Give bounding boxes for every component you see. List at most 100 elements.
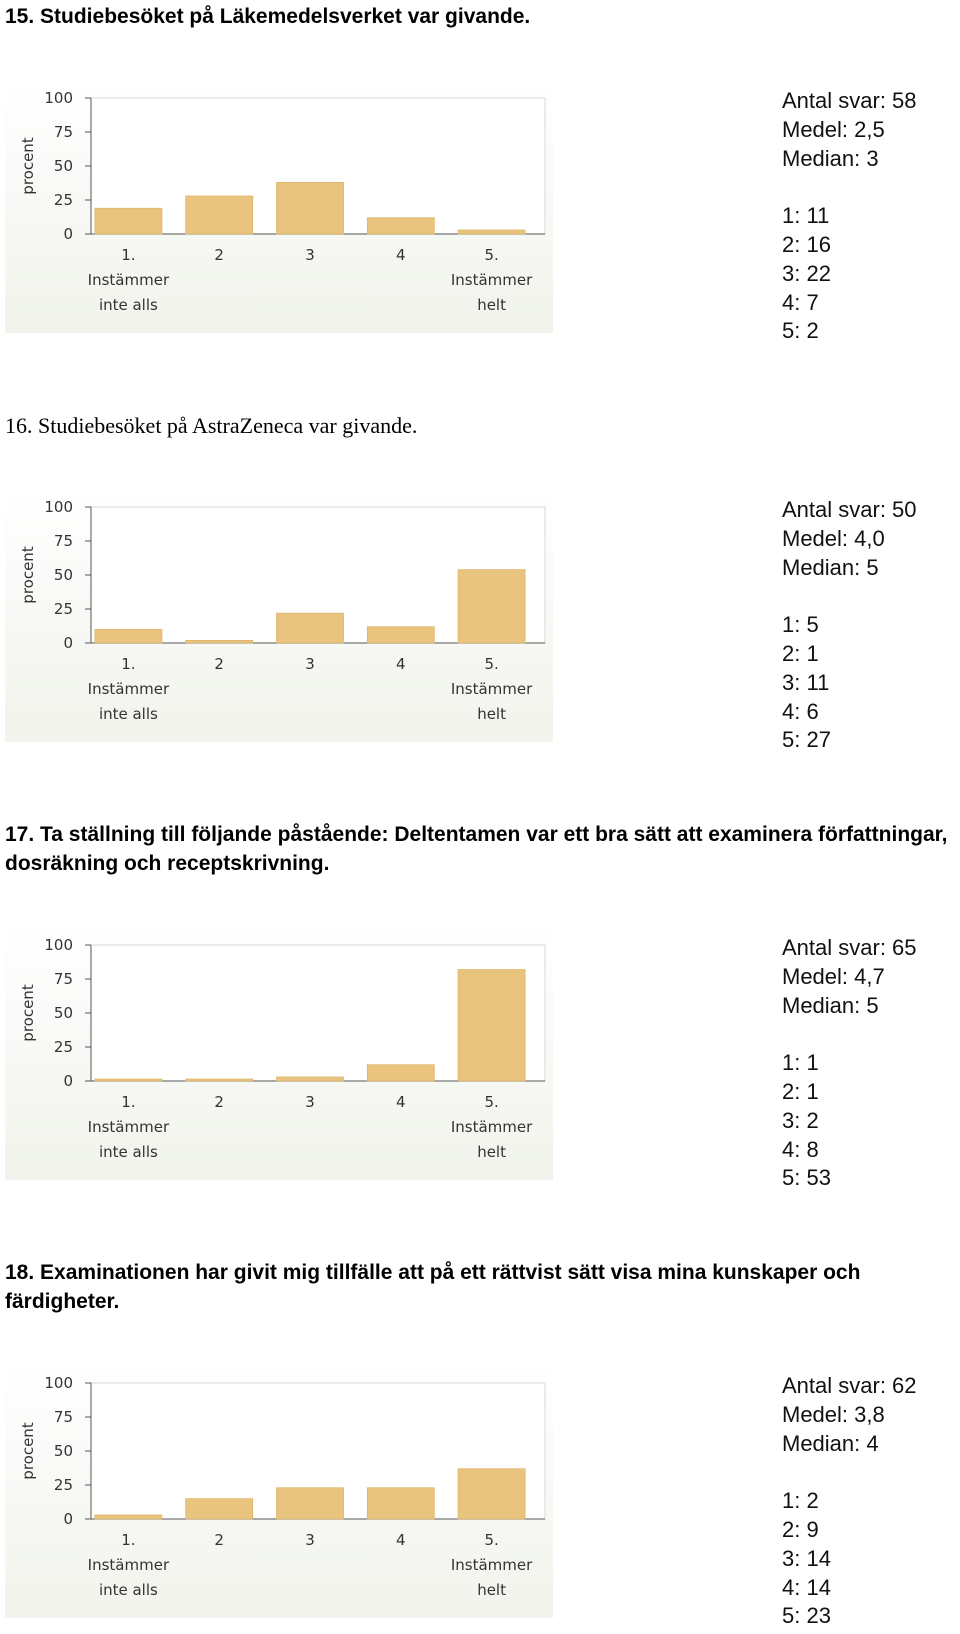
y-tick-label: 25 <box>54 191 73 209</box>
result-row: procent 0 25 50 75 100 1. Instämmer inte alls 2 3 4… <box>5 1362 955 1628</box>
question-heading: 15. Studiebesöket på Läkemedelsverket va… <box>5 5 531 28</box>
x-tick-label: 1. <box>121 655 135 673</box>
x-tick-label: Instämmer <box>451 271 533 289</box>
count-line: 2: 16 <box>782 231 831 257</box>
bar <box>366 217 435 235</box>
count-line: 3: 2 <box>782 1107 819 1133</box>
spacer <box>782 1020 917 1049</box>
x-tick-label: 4 <box>396 1093 406 1111</box>
bar <box>366 626 435 644</box>
y-tick-label: 100 <box>44 89 73 107</box>
count-line: 1: 5 <box>782 612 819 638</box>
x-tick-label: 5. <box>484 1093 498 1111</box>
x-tick-label: 4 <box>396 1531 406 1549</box>
x-tick-label: 4 <box>396 246 406 264</box>
result-row: procent 0 25 50 75 100 1. Instämmer inte alls 2 3 4… <box>5 924 955 1190</box>
bar <box>457 569 526 644</box>
bar <box>94 207 163 235</box>
x-tick-label: 5. <box>484 246 498 264</box>
bar <box>185 1498 254 1520</box>
y-tick-label: 100 <box>44 936 73 954</box>
stat-line: Medel: 4,0 <box>782 525 885 551</box>
x-tick-label: helt <box>477 705 506 723</box>
y-axis-label: procent <box>19 984 37 1042</box>
y-tick-label: 100 <box>44 498 73 516</box>
count-line: 3: 11 <box>782 669 830 695</box>
question-section: 17. Ta ställning till följande påstående… <box>5 820 955 1190</box>
y-tick-label: 25 <box>54 1038 73 1056</box>
x-tick-label: 2 <box>214 1093 224 1111</box>
bar <box>94 1514 163 1520</box>
stat-line: Medel: 3,8 <box>782 1401 885 1427</box>
x-tick-label: Instämmer <box>451 680 533 698</box>
bar <box>94 1078 163 1082</box>
bar <box>276 1487 344 1520</box>
stat-line: Antal svar: 50 <box>782 497 917 522</box>
stat-line: Medel: 4,7 <box>782 963 885 989</box>
x-tick-label: 3 <box>305 246 315 264</box>
stat-line: Median: 4 <box>782 1430 879 1456</box>
count-line: 1: 11 <box>782 203 830 229</box>
y-tick-label: 0 <box>63 1072 73 1090</box>
y-tick-label: 50 <box>54 566 73 584</box>
count-line: 2: 1 <box>782 1078 819 1104</box>
x-tick-label: Instämmer <box>451 1118 533 1136</box>
x-tick-label: 3 <box>305 1531 315 1549</box>
y-axis-label: procent <box>19 137 37 195</box>
x-tick-label: 4 <box>396 655 406 673</box>
x-tick-label: 2 <box>214 1531 224 1549</box>
question-heading: 17. Ta ställning till följande påstående… <box>5 823 948 875</box>
result-row: procent 0 25 50 75 100 1. Instämmer inte alls 2 3 4… <box>5 486 955 752</box>
count-line: 4: 8 <box>782 1136 819 1162</box>
y-axis-label: procent <box>19 546 37 604</box>
chart: procent 0 25 50 75 100 1. Instämmer inte alls 2 3 4… <box>5 486 553 742</box>
y-tick-label: 0 <box>63 1510 73 1528</box>
count-line: 5: 27 <box>782 727 831 753</box>
x-tick-label: 1. <box>121 1531 135 1549</box>
x-tick-label: Instämmer <box>451 1556 533 1574</box>
summary-stats: Antal svar: 58 Medel: 2,5 Median: 3 1: 11 2:… <box>782 87 917 346</box>
x-tick-label: helt <box>477 1143 506 1161</box>
bar <box>366 1487 435 1520</box>
y-tick-label: 25 <box>54 600 73 618</box>
y-axis-label: procent <box>19 1422 37 1480</box>
y-tick-label: 50 <box>54 157 73 175</box>
x-tick-label: 1. <box>121 1093 135 1111</box>
question-section: 15. Studiebesöket på Läkemedelsverket va… <box>5 2 955 343</box>
question-section: 16. Studiebesöket på AstraZeneca var giv… <box>5 411 955 752</box>
bar <box>276 182 344 235</box>
y-tick-label: 75 <box>54 970 73 988</box>
x-tick-label: inte alls <box>99 1143 158 1161</box>
x-tick-label: 5. <box>484 655 498 673</box>
x-tick-label: helt <box>477 1581 506 1599</box>
bar <box>276 612 344 644</box>
stat-line: Antal svar: 62 <box>782 1373 917 1398</box>
count-line: 2: 9 <box>782 1516 819 1542</box>
y-tick-label: 25 <box>54 1476 73 1494</box>
summary-stats: Antal svar: 62 Medel: 3,8 Median: 4 1: 2 2: … <box>782 1372 917 1631</box>
count-line: 1: 1 <box>782 1050 819 1076</box>
x-tick-label: Instämmer <box>88 271 170 289</box>
bar <box>185 639 254 644</box>
x-tick-label: inte alls <box>99 1581 158 1599</box>
y-tick-label: 50 <box>54 1004 73 1022</box>
x-tick-label: 2 <box>214 655 224 673</box>
bar <box>457 229 526 235</box>
count-line: 5: 23 <box>782 1603 831 1629</box>
y-tick-label: 0 <box>63 634 73 652</box>
x-tick-label: 3 <box>305 1093 315 1111</box>
summary-stats: Antal svar: 50 Medel: 4,0 Median: 5 1: 5 2: … <box>782 496 917 755</box>
y-tick-label: 75 <box>54 123 73 141</box>
spacer <box>782 582 917 611</box>
y-tick-label: 50 <box>54 1442 73 1460</box>
stat-line: Median: 5 <box>782 992 879 1018</box>
stat-line: Median: 3 <box>782 145 879 171</box>
bar <box>366 1064 435 1082</box>
x-tick-label: inte alls <box>99 705 158 723</box>
bar <box>94 629 163 644</box>
bar <box>457 969 526 1082</box>
count-line: 4: 6 <box>782 698 819 724</box>
y-tick-label: 0 <box>63 225 73 243</box>
summary-stats: Antal svar: 65 Medel: 4,7 Median: 5 1: 1 2: … <box>782 934 917 1193</box>
question-section: 18. Examinationen har givit mig tillfäll… <box>5 1258 955 1628</box>
